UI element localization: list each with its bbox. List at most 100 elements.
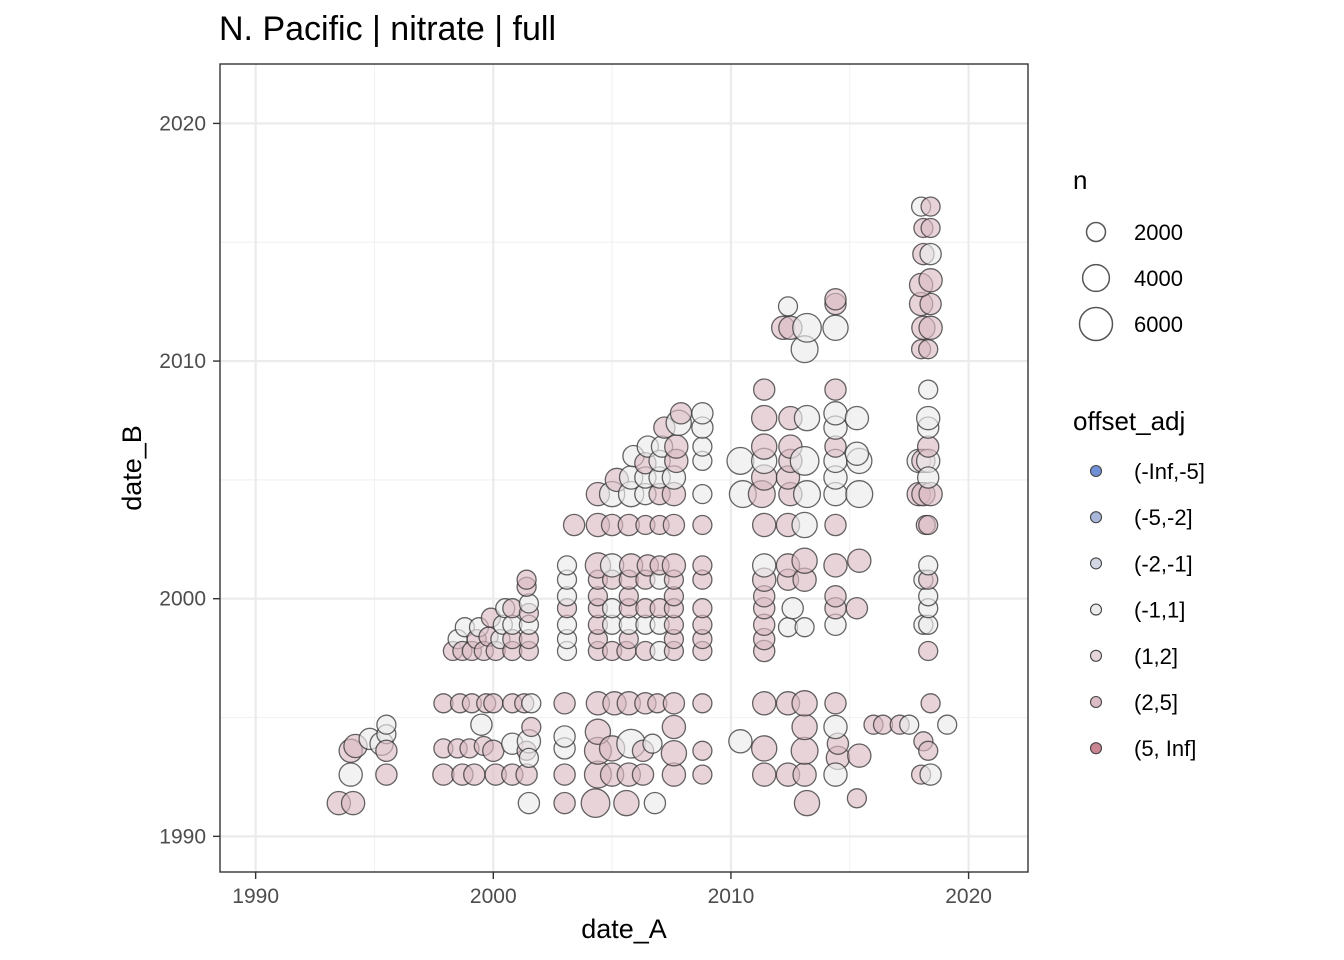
data-point [613, 789, 640, 817]
data-point [845, 596, 869, 620]
data-point [790, 736, 819, 765]
data-points [326, 196, 958, 819]
data-point [823, 762, 848, 787]
data-point [669, 402, 693, 425]
color-legend-key [1089, 557, 1103, 570]
data-point [920, 217, 941, 239]
color-legend-key [1089, 511, 1103, 524]
color-legend-label: (-2,-1] [1134, 551, 1193, 576]
data-point [338, 762, 363, 787]
data-point [340, 790, 366, 816]
data-point [375, 739, 398, 763]
data-point [824, 513, 847, 537]
data-point [824, 585, 847, 608]
color-legend-key [1089, 464, 1103, 478]
data-point [918, 740, 939, 761]
size-legend-label: 6000 [1134, 312, 1183, 337]
color-legend-key [1089, 649, 1103, 662]
data-point [691, 402, 714, 425]
x-axis-title: date_A [581, 914, 667, 944]
plot-panel-border [219, 63, 1029, 873]
data-point [791, 713, 818, 741]
color-legend-title: offset_adj [1073, 406, 1185, 436]
data-point [822, 314, 849, 342]
color-legend-label: (-Inf,-5] [1134, 459, 1205, 484]
data-point [789, 445, 820, 476]
data-point [845, 480, 874, 509]
y-tick-label: 1990 [159, 825, 206, 848]
color-legend-label: (-1,1] [1134, 598, 1185, 623]
data-point [692, 598, 713, 619]
color-legend-key [1089, 695, 1103, 709]
color-legend-label: (5, Inf] [1134, 736, 1196, 761]
data-point [463, 763, 486, 786]
data-point [920, 693, 941, 714]
data-point [556, 555, 578, 576]
y-tick-label: 2000 [159, 588, 206, 611]
data-point [726, 446, 755, 475]
data-point [750, 735, 778, 762]
x-tick-label: 1990 [232, 885, 279, 908]
data-point [553, 763, 576, 786]
data-point [791, 547, 818, 574]
data-point [660, 739, 688, 767]
data-point [751, 691, 777, 716]
data-point [750, 404, 778, 432]
data-point [518, 593, 540, 614]
data-point [517, 791, 541, 815]
data-point [791, 690, 818, 717]
data-point [915, 405, 941, 431]
data-point [662, 692, 686, 715]
data-point [553, 692, 576, 715]
data-point [662, 513, 686, 537]
data-point [631, 763, 655, 786]
data-point [643, 791, 667, 815]
data-point [844, 405, 870, 431]
data-point [518, 747, 540, 769]
data-point [918, 555, 939, 576]
data-point [375, 763, 398, 786]
data-point [916, 435, 940, 458]
data-point [692, 483, 713, 505]
data-point [470, 713, 493, 736]
x-tick-label: 2010 [708, 885, 755, 908]
data-point [793, 404, 821, 432]
data-point [794, 617, 815, 638]
data-point [920, 196, 941, 217]
data-point [553, 725, 576, 748]
size-legend-label: 2000 [1134, 220, 1183, 245]
data-point [823, 553, 848, 578]
data-point [483, 693, 504, 714]
color-legend-label: (-5,-2] [1134, 505, 1193, 530]
x-axis: 1990 2000 2010 2020 [232, 872, 992, 908]
data-point [751, 762, 777, 787]
data-point [918, 315, 943, 341]
color-legend-key [1089, 603, 1103, 616]
data-point [664, 434, 689, 459]
data-point [918, 640, 939, 662]
data-point [661, 762, 687, 787]
data-point [580, 788, 611, 819]
data-point [919, 763, 942, 786]
data-point [521, 716, 542, 738]
y-axis: 1990 2000 2010 2020 [159, 112, 220, 848]
data-point [692, 514, 713, 536]
data-point [482, 739, 505, 763]
size-legend-key [1085, 221, 1107, 243]
data-point [661, 714, 687, 740]
data-point [793, 789, 821, 817]
data-point [692, 764, 713, 785]
data-point [792, 762, 817, 787]
data-point [824, 378, 847, 401]
color-legend-key [1089, 742, 1103, 755]
data-point [728, 729, 753, 754]
data-point [792, 480, 822, 509]
y-tick-label: 2020 [159, 112, 206, 135]
x-tick-label: 2000 [470, 885, 517, 908]
data-point [642, 733, 663, 754]
data-point [781, 596, 804, 620]
data-point [916, 466, 940, 489]
data-point [692, 740, 713, 761]
data-point [823, 401, 848, 426]
